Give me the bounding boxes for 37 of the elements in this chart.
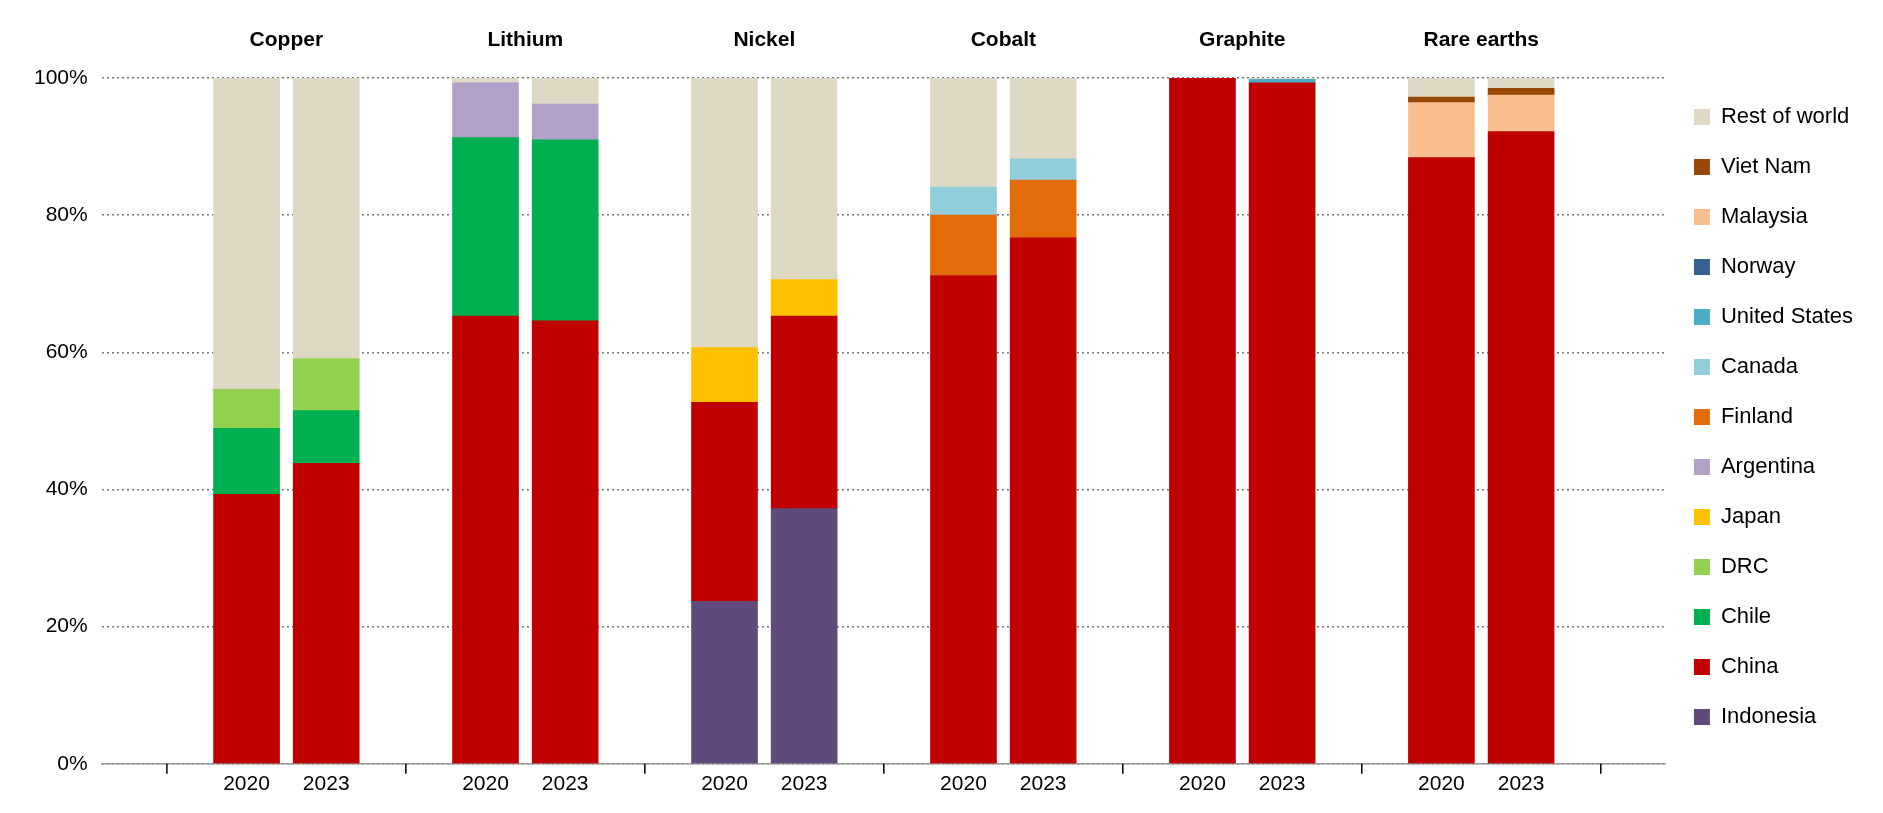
legend-label: Canada: [1720, 353, 1799, 379]
legend-label: Rest of world: [1720, 103, 1850, 129]
x-tick-label: 2023: [541, 771, 589, 795]
x-tick-label: 2020: [462, 771, 509, 795]
text: Rare earths: [1423, 26, 1540, 50]
legend-label: United States: [1720, 303, 1853, 329]
y-tick-label: 100%: [33, 64, 88, 88]
text: Copper: [249, 26, 324, 50]
legend-label: Malaysia: [1720, 203, 1809, 229]
text: Graphite: [1199, 26, 1286, 50]
legend-label: China: [1720, 653, 1780, 679]
y-tick-label: 80%: [45, 201, 88, 225]
legend-label: Chile: [1720, 603, 1772, 629]
x-tick-label: 2020: [1418, 771, 1465, 795]
x-tick-label: 2020: [223, 771, 270, 795]
text: Nickel: [733, 26, 796, 50]
text: Lithium: [487, 26, 564, 50]
legend-label: Finland: [1720, 403, 1794, 429]
legend-label: DRC: [1720, 553, 1769, 579]
x-tick-label: 2023: [780, 771, 828, 795]
y-tick-label: 60%: [45, 339, 88, 363]
text: Cobalt: [970, 26, 1036, 50]
x-tick-label: 2023: [1258, 771, 1306, 795]
x-tick-label: 2023: [1497, 771, 1545, 795]
y-tick-label: 40%: [45, 476, 88, 500]
y-tick-label: 20%: [45, 613, 88, 637]
legend-label: Norway: [1720, 253, 1796, 279]
x-tick-label: 2023: [302, 771, 350, 795]
x-tick-label: 2020: [940, 771, 987, 795]
legend-label: Indonesia: [1720, 703, 1818, 729]
x-tick-label: 2020: [701, 771, 748, 795]
x-tick-label: 2023: [1019, 771, 1067, 795]
legend-label: Viet Nam: [1720, 153, 1811, 179]
legend-label: Japan: [1720, 503, 1781, 529]
y-tick-label: 0%: [57, 750, 88, 774]
legend-label: Argentina: [1720, 453, 1816, 479]
x-tick-label: 2020: [1179, 771, 1226, 795]
